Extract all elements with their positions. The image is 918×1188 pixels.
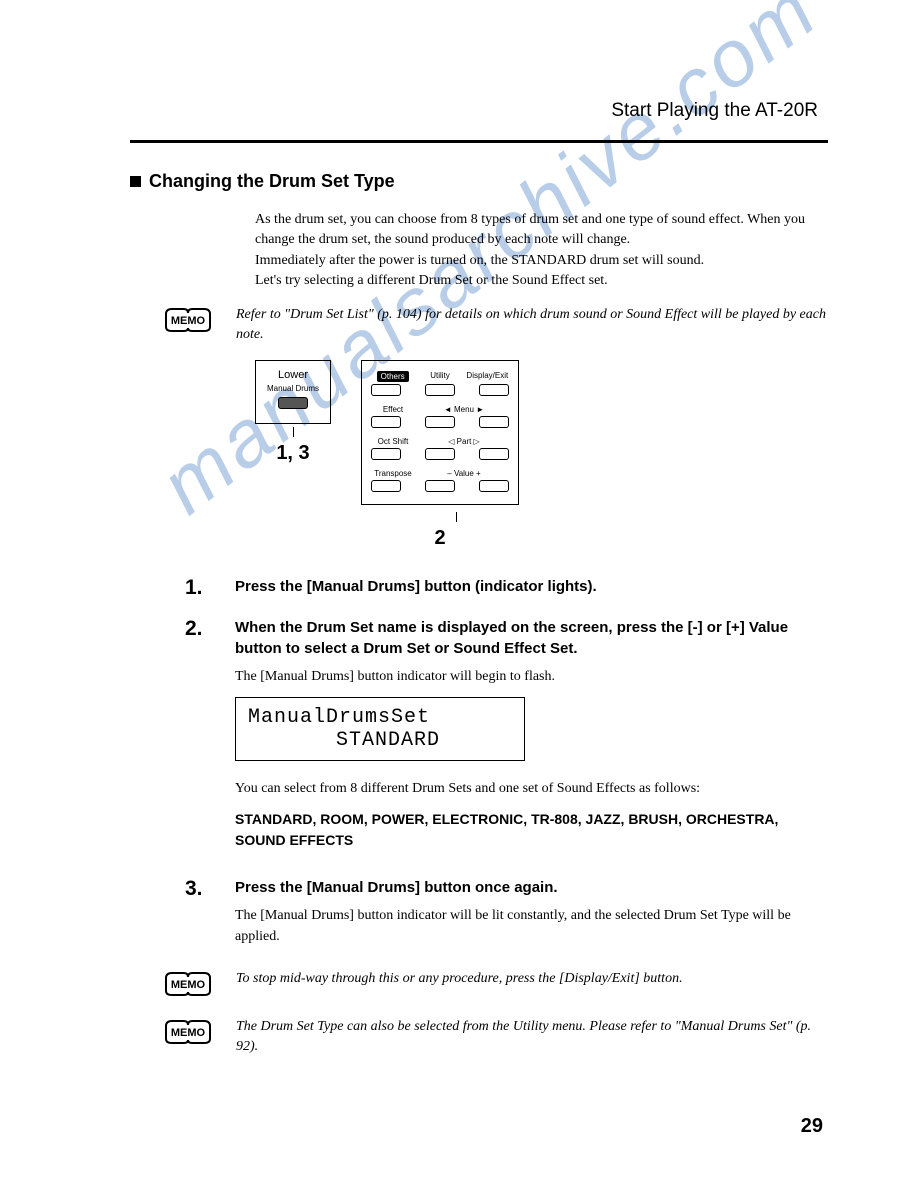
square-bullet-icon (130, 176, 141, 187)
diagram-button (479, 384, 509, 396)
diagram-button (425, 448, 455, 460)
memo-2: MEMO To stop mid-way through this or any… (162, 969, 828, 997)
diagram-pointer-2: 2 (361, 527, 519, 550)
step-2-number: 2. (185, 617, 213, 641)
intro-line-1: As the drum set, you can choose from 8 t… (255, 210, 828, 251)
step-2-set-list: STANDARD, ROOM, POWER, ELECTRONIC, TR-80… (235, 809, 828, 851)
step-2: 2. When the Drum Set name is displayed o… (185, 617, 828, 866)
section-heading-text: Changing the Drum Set Type (149, 171, 395, 192)
step-3-number: 3. (185, 877, 213, 901)
lcd-line-1: ManualDrumsSet (248, 706, 512, 729)
intro-line-2: Immediately after the power is turned on… (255, 251, 828, 271)
step-2-title: When the Drum Set name is displayed on t… (235, 617, 828, 659)
diagram-utility-label: Utility (417, 371, 462, 382)
chapter-title: Start Playing the AT-20R (130, 100, 828, 122)
diagram-display-exit-label: Display/Exit (465, 371, 510, 382)
memo-icon: MEMO (162, 971, 214, 997)
memo-1: MEMO Refer to "Drum Set List" (p. 104) f… (162, 305, 828, 346)
diagram-right-box: Others Utility Display/Exit Effect ◄ Men… (361, 360, 519, 505)
diagram-manual-drums-button (278, 397, 308, 409)
memo-1-text: Refer to "Drum Set List" (p. 104) for de… (236, 305, 828, 346)
step-1: 1. Press the [Manual Drums] button (indi… (185, 576, 828, 605)
memo-3-text: The Drum Set Type can also be selected f… (236, 1017, 828, 1058)
memo-3: MEMO The Drum Set Type can also be selec… (162, 1017, 828, 1058)
diagram-octshift-label: Oct Shift (370, 437, 416, 446)
diagram-button (479, 480, 509, 492)
diagram-manual-drums-label: Manual Drums (262, 384, 324, 393)
step-2-text-1: The [Manual Drums] button indicator will… (235, 667, 828, 687)
diagram-button (479, 448, 509, 460)
diagram-tick-line (456, 512, 457, 522)
step-3-title: Press the [Manual Drums] button once aga… (235, 877, 828, 898)
diagram-tick-line (293, 427, 294, 437)
step-3: 3. Press the [Manual Drums] button once … (185, 877, 828, 957)
lcd-line-2: STANDARD (248, 729, 512, 752)
intro-line-3: Let's try selecting a different Drum Set… (255, 271, 828, 291)
section-heading: Changing the Drum Set Type (130, 171, 828, 192)
diagram-part-label: ◁ Part ▷ (418, 437, 510, 446)
step-2-text-2: You can select from 8 different Drum Set… (235, 779, 828, 799)
panel-diagram: Lower Manual Drums 1, 3 Others Utility D… (255, 360, 828, 550)
diagram-button (425, 384, 455, 396)
memo-icon: MEMO (162, 307, 214, 333)
diagram-button (371, 384, 401, 396)
diagram-transpose-label: Transpose (370, 469, 416, 478)
diagram-others-label: Others (377, 371, 409, 382)
diagram-effect-label: Effect (370, 405, 416, 414)
diagram-button (479, 416, 509, 428)
diagram-lower-label: Lower (262, 369, 324, 381)
diagram-menu-label: ◄ Menu ► (418, 405, 510, 414)
diagram-button (425, 416, 455, 428)
lcd-display: ManualDrumsSet STANDARD (235, 697, 525, 761)
memo-2-text: To stop mid-way through this or any proc… (236, 969, 683, 989)
step-3-text: The [Manual Drums] button indicator will… (235, 906, 828, 947)
diagram-pointer-1-3: 1, 3 (276, 442, 309, 465)
svg-text:MEMO: MEMO (171, 315, 206, 327)
header-rule (130, 140, 828, 143)
intro-paragraph: As the drum set, you can choose from 8 t… (255, 210, 828, 291)
diagram-button (425, 480, 455, 492)
diagram-left-box: Lower Manual Drums (255, 360, 331, 424)
diagram-value-label: – Value + (418, 469, 510, 478)
memo-icon: MEMO (162, 1019, 214, 1045)
step-1-number: 1. (185, 576, 213, 600)
diagram-button (371, 480, 401, 492)
svg-text:MEMO: MEMO (171, 979, 206, 991)
diagram-button (371, 416, 401, 428)
step-1-title: Press the [Manual Drums] button (indicat… (235, 576, 828, 597)
diagram-button (371, 448, 401, 460)
svg-text:MEMO: MEMO (171, 1027, 206, 1039)
